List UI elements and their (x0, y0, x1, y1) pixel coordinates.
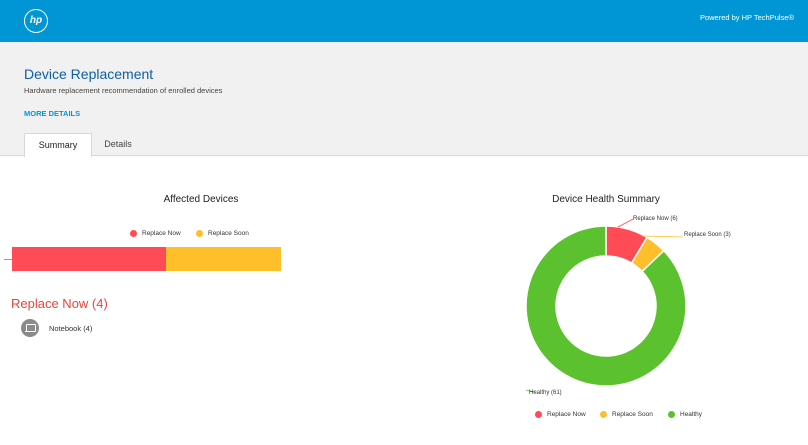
bar-axis-tick (4, 259, 12, 260)
health-replace-soon-dot-icon (600, 411, 607, 418)
replace-now-heading: Replace Now (4) (11, 296, 108, 311)
laptop-icon (21, 319, 39, 337)
label-replace-soon: Replace Soon (3) (684, 232, 731, 238)
health-legend-replace-now-label: Replace Now (547, 411, 586, 418)
legend-replace-soon: Replace Soon (196, 230, 249, 237)
donut-slice-healthy[interactable] (525, 225, 687, 387)
health-legend-replace-soon: Replace Soon (600, 411, 653, 418)
donut-leader-line (617, 218, 634, 228)
powered-by-text: Powered by HP TechPulse® (699, 13, 794, 22)
affected-devices-title: Affected Devices (163, 194, 239, 205)
health-legend-healthy: Healthy (668, 411, 702, 418)
replace-soon-dot-icon (196, 230, 203, 237)
device-health-title: Device Health Summary (552, 194, 660, 205)
hp-logo-icon[interactable]: hp (24, 9, 48, 33)
legend-replace-now-label: Replace Now (142, 230, 181, 237)
health-legend-healthy-label: Healthy (680, 411, 703, 418)
hp-logo-text: hp (29, 15, 43, 26)
health-legend-replace-soon-label: Replace Soon (612, 411, 653, 418)
device-health-donut-chart (525, 218, 687, 393)
bar-replace-now[interactable] (12, 247, 166, 271)
page-subtitle: Hardware replacement recommendation of e… (24, 86, 223, 95)
page-header: Device Replacement Hardware replacement … (0, 42, 808, 157)
device-row-notebook[interactable]: Notebook (4) (21, 319, 92, 337)
tab-details[interactable]: Details (104, 139, 132, 149)
device-label: Notebook (4) (49, 323, 93, 333)
tab-summary[interactable]: Summary (24, 133, 92, 157)
legend-replace-soon-label: Replace Soon (208, 230, 249, 237)
donut-leader-line (525, 389, 536, 393)
donut-leader-line (641, 235, 684, 238)
label-healthy: Healthy (61) (529, 390, 562, 396)
page-title: Device Replacement (24, 66, 154, 82)
bar-replace-soon[interactable] (165, 247, 281, 271)
health-legend-replace-now: Replace Now (535, 411, 586, 418)
health-healthy-dot-icon (668, 411, 675, 418)
legend-replace-now: Replace Now (130, 230, 181, 237)
label-replace-now: Replace Now (6) (633, 216, 678, 222)
more-details-link[interactable]: MORE DETAILS (24, 109, 81, 118)
top-bar: hp Powered by HP TechPulse® (0, 0, 808, 42)
replace-now-dot-icon (130, 230, 137, 237)
health-replace-now-dot-icon (535, 411, 542, 418)
